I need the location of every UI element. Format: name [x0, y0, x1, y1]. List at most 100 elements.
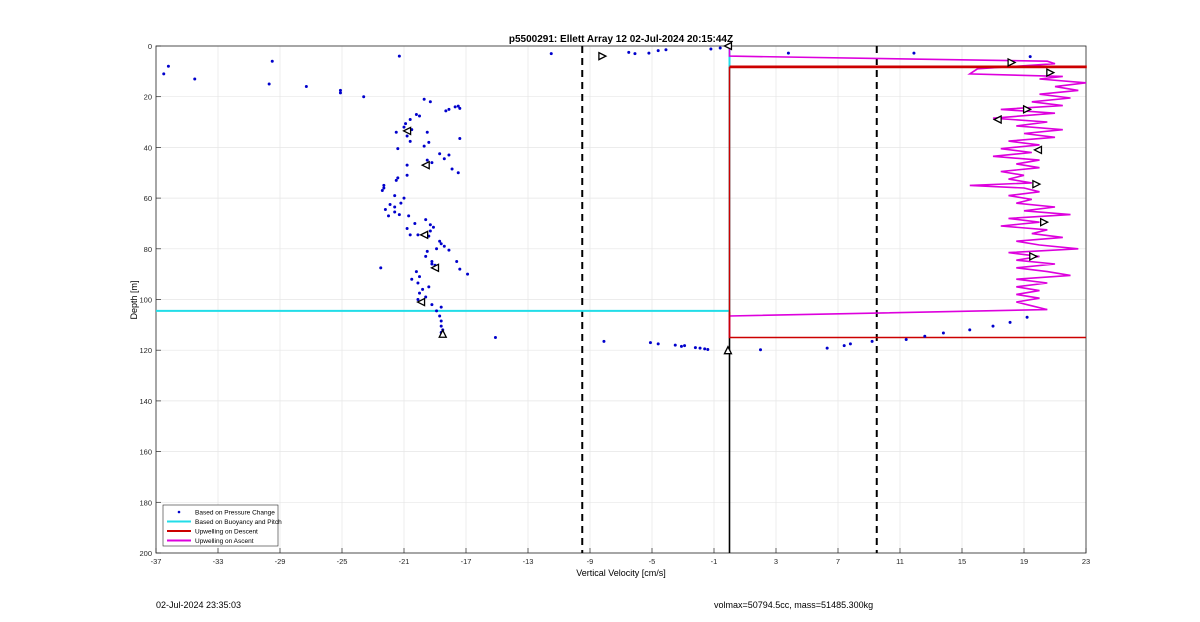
- pressure-point: [418, 275, 421, 279]
- pressure-point: [416, 233, 420, 237]
- legend-label: Upwelling on Ascent: [195, 538, 254, 545]
- pressure-point: [382, 186, 386, 190]
- pressure-point: [430, 262, 434, 266]
- pressure-point: [703, 347, 707, 351]
- pressure-point: [679, 344, 683, 348]
- pressure-point: [968, 328, 972, 332]
- pressure-point: [602, 339, 606, 343]
- pressure-point: [402, 125, 406, 129]
- pressure-point: [438, 314, 442, 318]
- x-tick-label: 7: [836, 557, 840, 566]
- direction-triangle: [419, 230, 429, 240]
- pressure-point: [267, 82, 271, 86]
- pressure-point: [455, 259, 459, 263]
- pressure-point: [422, 97, 426, 101]
- pressure-point: [393, 194, 397, 198]
- pressure-point: [447, 153, 451, 157]
- pressure-point: [427, 140, 431, 144]
- pressure-point: [442, 157, 446, 161]
- y-tick-label: 60: [144, 194, 152, 203]
- pressure-point: [383, 208, 387, 212]
- pressure-point: [428, 229, 432, 233]
- pressure-point: [709, 47, 713, 51]
- pressure-point: [664, 48, 668, 52]
- pressure-point: [380, 188, 384, 192]
- legend: Based on Pressure Change Based on Buoyanc…: [162, 504, 282, 547]
- pressure-point: [718, 46, 722, 50]
- pressure-point: [706, 347, 710, 351]
- pressure-point: [193, 77, 197, 81]
- x-tick-label: -1: [711, 557, 718, 566]
- pressure-point: [421, 287, 425, 291]
- pressure-point: [438, 239, 442, 243]
- pressure-point: [447, 248, 451, 252]
- pressure-point: [408, 233, 412, 237]
- pressure-point: [825, 346, 829, 350]
- chart-title: p5500291: Ellett Array 12 02-Jul-2024 20…: [509, 34, 733, 45]
- pressure-point: [627, 50, 631, 54]
- pressure-point: [444, 109, 448, 113]
- y-tick-label: 20: [144, 93, 152, 102]
- y-tick-label: 100: [139, 296, 152, 305]
- pressure-point: [427, 285, 431, 289]
- pressure-point: [991, 324, 995, 328]
- x-ticks: -37 -33 -29 -25 -21 -17 -13 -9 -5 -1 3 7 11 15 19 23: [151, 548, 1090, 566]
- pressure-point: [418, 114, 421, 118]
- pressure-point: [1025, 315, 1029, 319]
- pressure-point: [904, 338, 908, 342]
- pressure-point: [447, 107, 451, 111]
- pressure-point: [458, 267, 462, 271]
- pressure-point: [405, 227, 409, 231]
- series-lines: [156, 46, 1087, 339]
- direction-triangle: [420, 160, 430, 170]
- upwelling-ascent-line: [728, 47, 1087, 338]
- pressure-point: [270, 59, 274, 63]
- direction-triangle: [430, 263, 440, 273]
- footer-timestamp: 02-Jul-2024 23:35:03: [156, 600, 242, 610]
- direction-triangle: [1032, 145, 1043, 155]
- direction-triangle: [1040, 217, 1050, 227]
- x-tick-label: 15: [958, 557, 966, 566]
- y-tick-label: 140: [139, 397, 152, 406]
- footer-volmax-mass: volmax=50794.5cc, mass=51485.300kg: [714, 600, 874, 610]
- direction-triangle: [598, 51, 608, 61]
- pressure-point: [435, 247, 439, 251]
- pressure-point: [439, 324, 443, 328]
- x-tick-label: -17: [461, 557, 472, 566]
- pressure-point: [338, 88, 342, 92]
- pressure-point: [393, 210, 397, 214]
- legend-label: Based on Buoyancy and Pitch: [195, 519, 282, 526]
- pressure-point: [413, 221, 417, 225]
- pressure-point: [424, 254, 428, 258]
- pressure-point: [399, 201, 403, 205]
- pressure-point: [698, 346, 702, 350]
- y-tick-label: 120: [139, 346, 152, 355]
- pressure-point: [633, 52, 637, 56]
- x-tick-label: 19: [1020, 557, 1028, 566]
- direction-triangle: [1022, 104, 1033, 114]
- pressure-point: [418, 291, 421, 295]
- pressure-point: [466, 272, 470, 276]
- pressure-point: [422, 144, 426, 148]
- pressure-point: [382, 183, 386, 187]
- legend-box: [162, 504, 279, 547]
- pressure-point: [431, 225, 435, 229]
- pressure-point: [338, 91, 342, 95]
- pressure-point: [759, 348, 762, 352]
- pressure-point: [397, 213, 401, 217]
- pressure-point: [439, 319, 443, 323]
- pressure-point: [414, 112, 418, 116]
- pressure-point: [923, 334, 927, 338]
- pressure-point: [1008, 320, 1012, 324]
- pressure-point: [848, 342, 852, 346]
- x-tick-label: -21: [399, 557, 410, 566]
- pressure-point: [456, 171, 460, 175]
- pressure-point: [438, 152, 442, 156]
- x-tick-label: -25: [337, 557, 348, 566]
- legend-label: Based on Pressure Change: [195, 510, 275, 517]
- direction-triangle: [402, 126, 412, 136]
- x-tick-label: 11: [896, 557, 904, 566]
- pressure-point: [430, 303, 434, 307]
- pressure-point: [549, 52, 553, 56]
